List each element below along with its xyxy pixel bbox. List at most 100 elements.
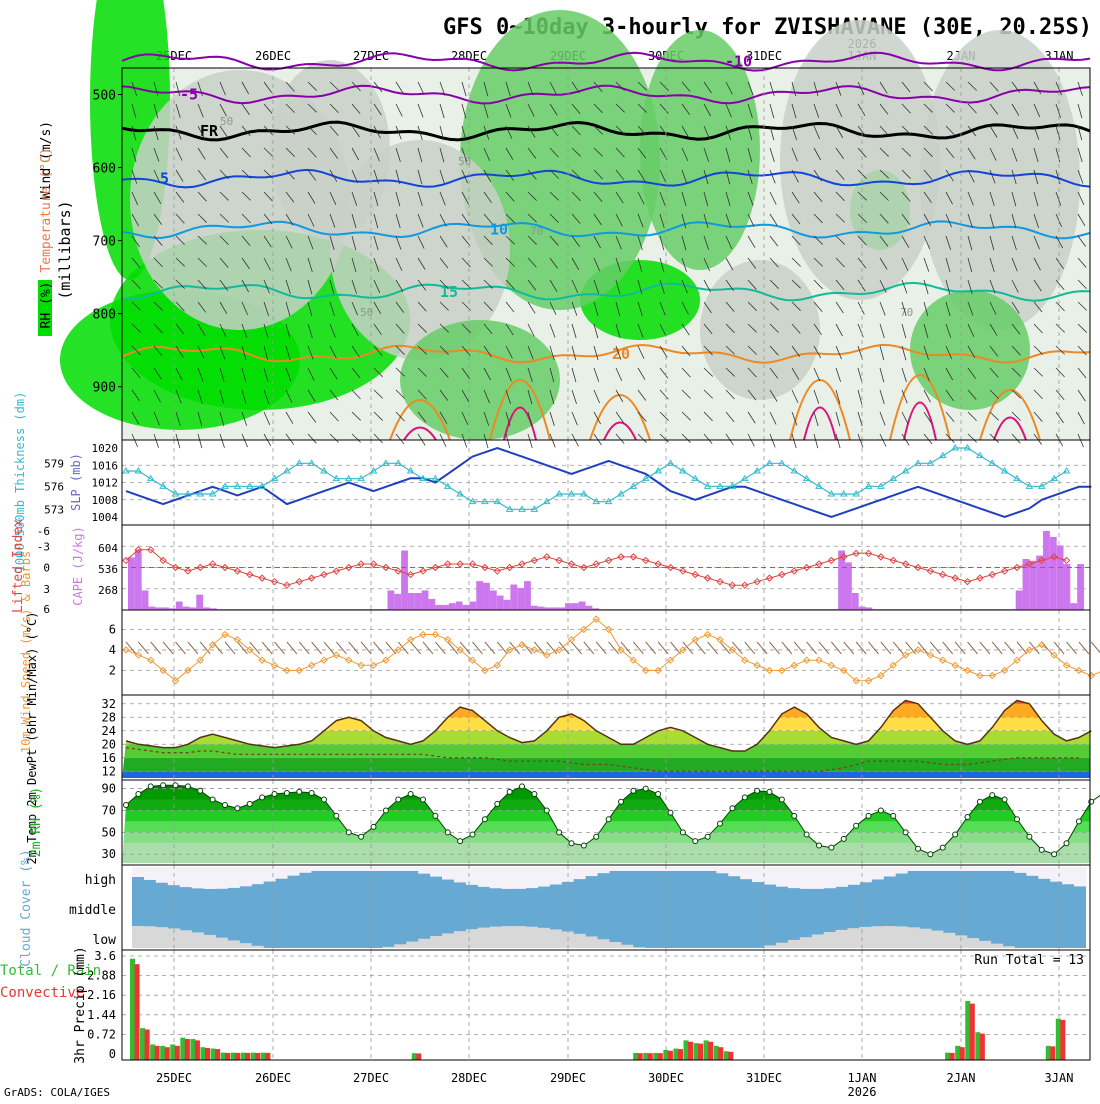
precip-y-tick: 1.44: [87, 1008, 116, 1022]
rh-point: [916, 846, 921, 851]
cape-bar: [401, 551, 408, 611]
cloud-low-clear: [251, 946, 263, 948]
precip-total-bar: [1056, 1019, 1061, 1060]
rh-point: [1052, 852, 1057, 857]
wind-y-tick: 2: [109, 663, 116, 677]
precip-total-bar: [975, 1032, 980, 1060]
cape-bar: [504, 600, 511, 610]
cloud-low-clear: [931, 931, 943, 948]
cloud-high-clear: [657, 867, 669, 871]
date-label-bottom: 1JAN: [848, 1071, 877, 1085]
cloud-high-clear: [132, 867, 144, 877]
rh-point: [185, 784, 190, 789]
cloud-low-clear: [764, 945, 776, 948]
temp-y-tick: 20: [102, 737, 116, 751]
precip-total-bar: [633, 1053, 638, 1060]
precip-total-bar: [231, 1053, 236, 1060]
rh-point: [606, 817, 611, 822]
temperature-contour-label: 15: [440, 283, 458, 301]
rh-point: [779, 797, 784, 802]
upper-y-tick: 600: [93, 162, 116, 177]
surface-wind-barb: [473, 642, 483, 654]
precip-total-bar: [724, 1051, 729, 1060]
rh-point: [792, 813, 797, 818]
cloud-high-clear: [299, 867, 311, 873]
rh-point: [990, 793, 995, 798]
cape-bar: [456, 602, 463, 611]
rh-point: [965, 815, 970, 820]
precip-convective-bar: [195, 1040, 200, 1060]
rh-point: [705, 834, 710, 839]
rh-point: [136, 792, 141, 797]
cloud-low-clear: [991, 944, 1003, 948]
rh-region: [920, 30, 1080, 330]
precip-total-bar: [694, 1043, 699, 1060]
date-label-bottom: 26DEC: [255, 1071, 291, 1085]
rh-point: [680, 830, 685, 835]
precip-total-bar: [1046, 1046, 1051, 1060]
surface-wind-barb: [770, 642, 780, 654]
rh-point: [557, 830, 562, 835]
surface-wind-barb: [312, 642, 322, 654]
cape-bar: [852, 593, 859, 610]
precip-convective-bar: [1050, 1046, 1055, 1060]
slp-y-tick: 1004: [92, 511, 119, 524]
cape-bar: [483, 583, 490, 610]
cape-bar: [1029, 561, 1036, 610]
precip-convective-bar: [265, 1053, 270, 1060]
cape-bar: [128, 557, 135, 610]
precip-convective-bar: [245, 1053, 250, 1060]
cloud-low-clear: [800, 937, 812, 948]
cloud-low-clear: [907, 927, 919, 948]
cloud-high-clear: [967, 867, 979, 871]
temp-y-tick: 32: [102, 697, 116, 711]
rh-point: [977, 799, 982, 804]
cloud-high-clear: [1038, 867, 1050, 879]
cloud-high-clear: [848, 867, 860, 885]
surface-wind-barb: [794, 642, 804, 654]
surface-wind-barb: [844, 642, 854, 654]
cape-bar: [1023, 559, 1030, 610]
cloud-high-clear: [502, 867, 514, 889]
slp-y-tick: 1020: [92, 442, 119, 455]
cloud-low-clear: [227, 940, 239, 948]
precip-total-bar: [663, 1050, 668, 1060]
precip-convective-bar: [688, 1042, 693, 1060]
precip-convective-bar: [155, 1046, 160, 1060]
surface-wind-barb: [176, 642, 186, 654]
rh-contour-label: 50: [220, 115, 233, 128]
date-label-bottom: 25DEC: [156, 1071, 192, 1085]
precip-convective-bar: [718, 1047, 723, 1060]
cape-bar: [1043, 531, 1050, 610]
cloud-high-clear: [836, 867, 848, 887]
precip-total-bar: [140, 1028, 145, 1060]
footer-credit: GrADS: COLA/IGES: [4, 1086, 110, 1099]
rh-point: [693, 839, 698, 844]
date-label-top: 26DEC: [255, 49, 291, 63]
rh-label: 2m RH (%): [29, 787, 44, 857]
temp-y-tick: 28: [102, 710, 116, 724]
precip-convective-bar: [638, 1053, 643, 1060]
rh-point: [928, 852, 933, 857]
cloud-low-clear: [836, 930, 848, 948]
surface-wind-barb: [596, 642, 606, 654]
cape-bar: [497, 596, 504, 610]
cloud-low-clear: [430, 936, 442, 948]
date-label-bottom: 2JAN: [947, 1071, 976, 1085]
date-label-bottom: 31DEC: [746, 1071, 782, 1085]
surface-wind-barb: [807, 642, 817, 654]
cloud-high-clear: [907, 867, 919, 871]
rh-point: [1064, 841, 1069, 846]
cloud-high-clear: [1003, 867, 1015, 871]
precip-total-bar: [704, 1040, 709, 1060]
rh-point: [458, 839, 463, 844]
rh-point: [730, 806, 735, 811]
cape-bar: [490, 590, 497, 610]
rh-point: [656, 792, 661, 797]
surface-wind-barb: [1067, 642, 1077, 654]
cloud-low-clear: [156, 927, 168, 948]
cloud-high-clear: [800, 867, 812, 889]
cloud-high-clear: [514, 867, 526, 889]
rh-point: [173, 783, 178, 788]
cloud-high-clear: [752, 867, 764, 882]
